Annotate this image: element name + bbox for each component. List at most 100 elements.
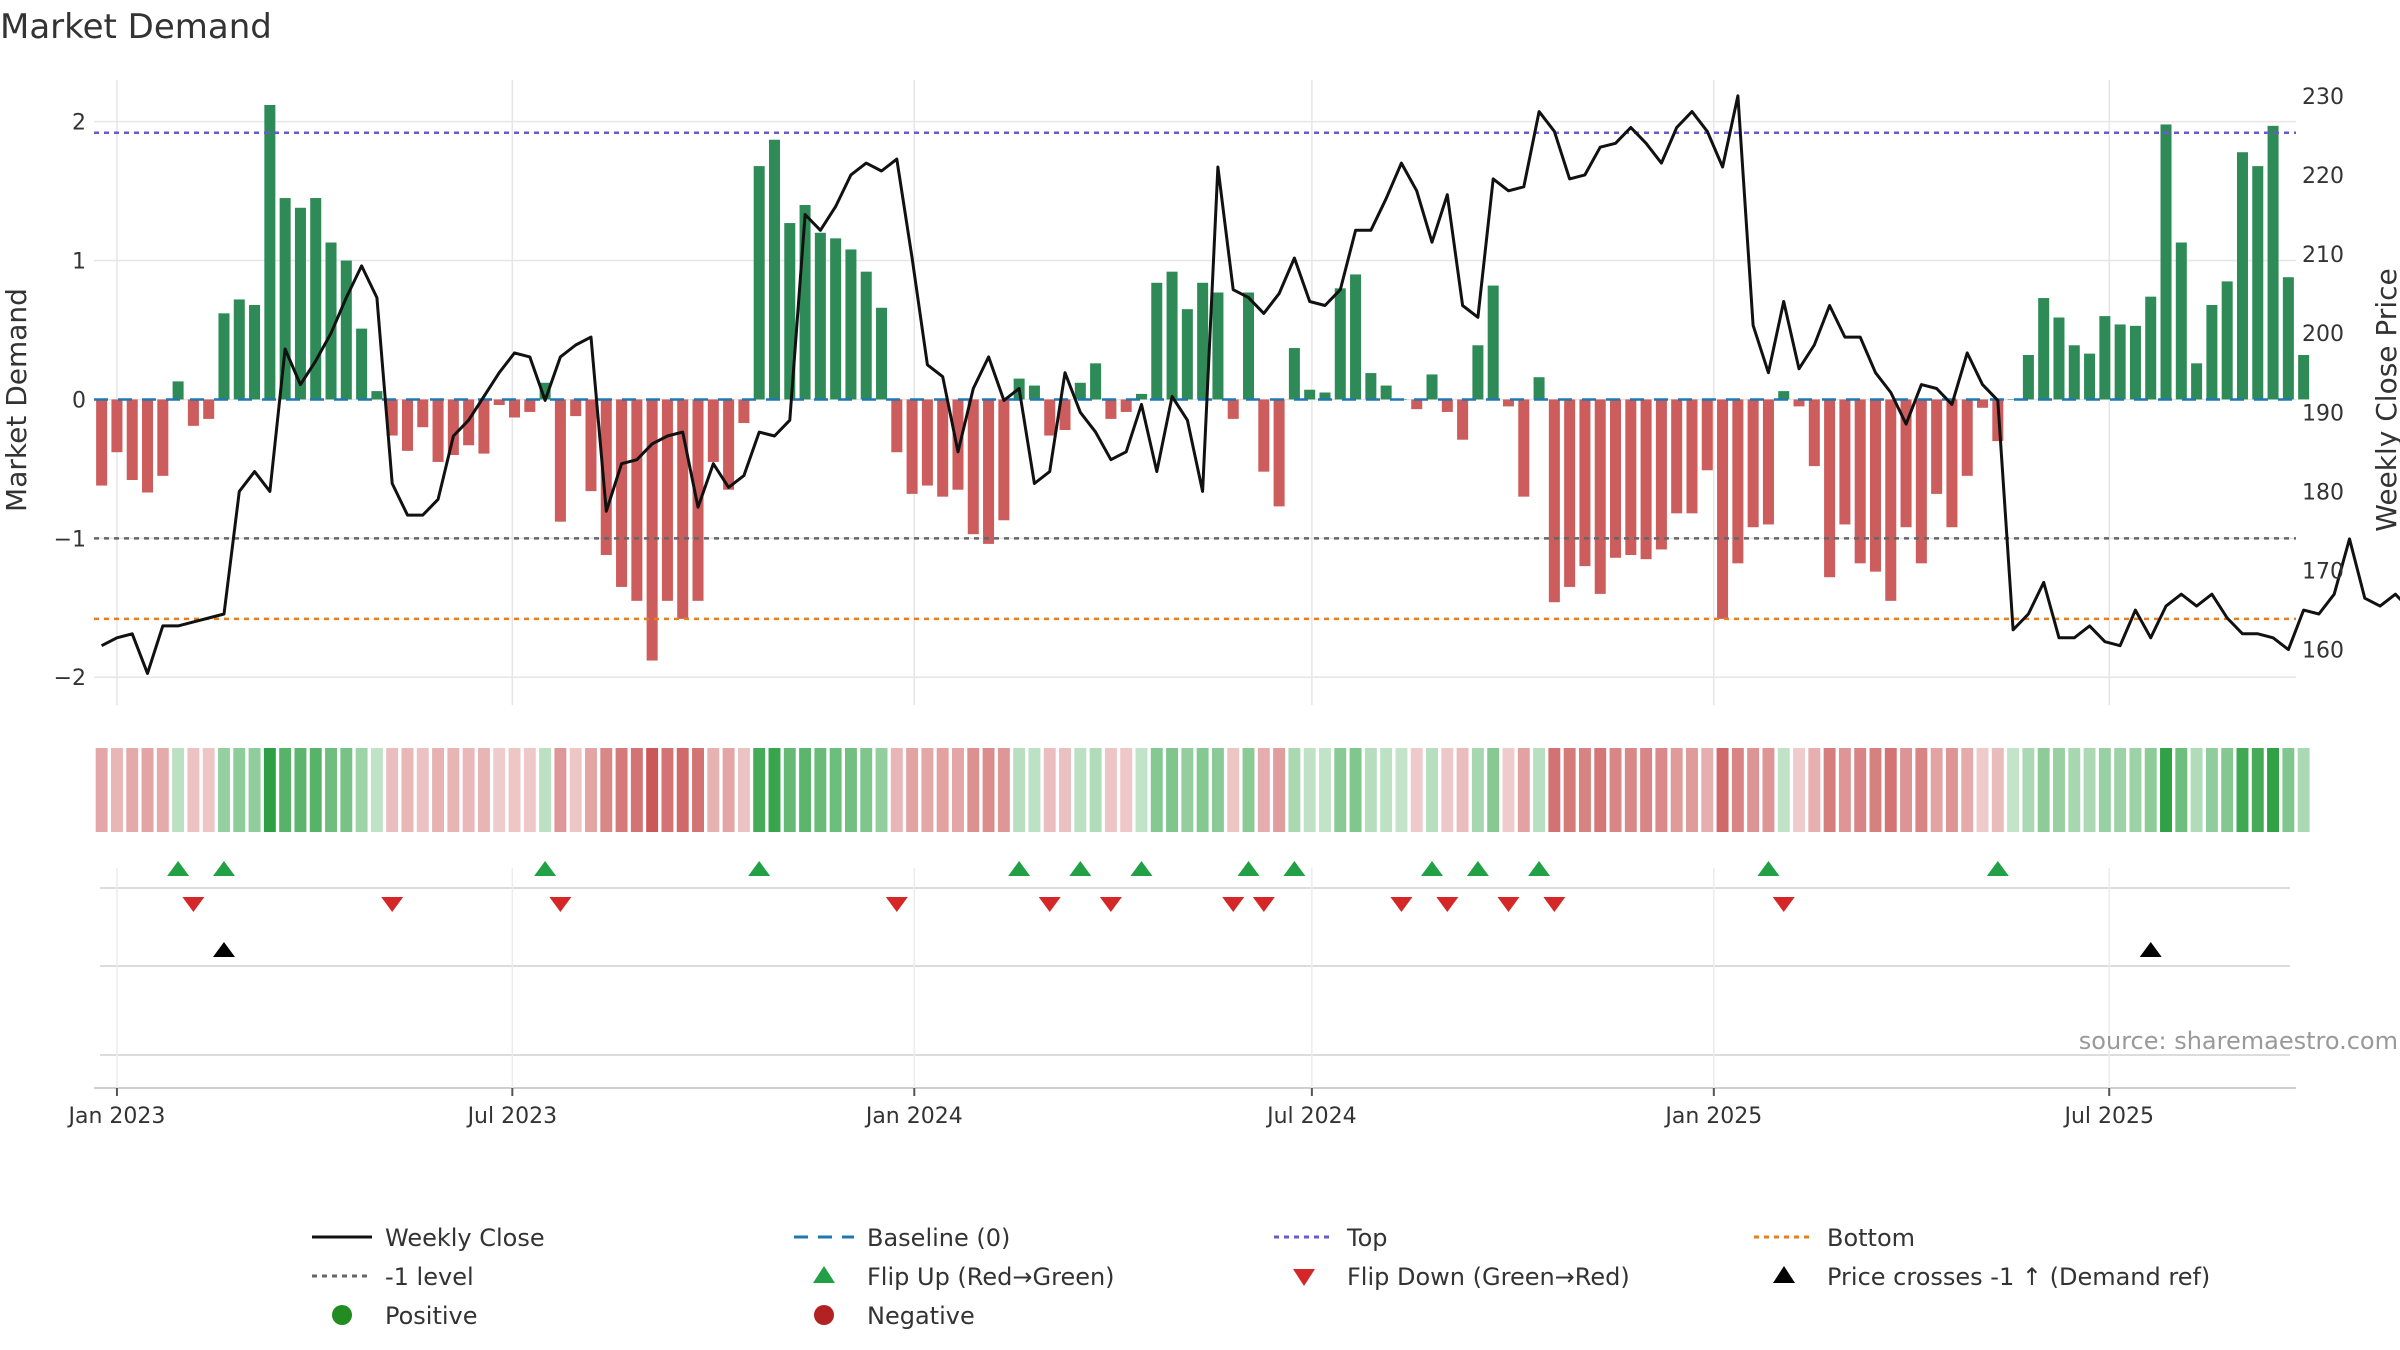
demand-bar	[845, 249, 857, 400]
demand-bar	[1243, 292, 1255, 400]
heat-cell	[386, 748, 399, 832]
demand-bar	[1090, 363, 1102, 400]
heat-cell	[1456, 748, 1469, 832]
demand-bar	[509, 399, 521, 418]
heat-cell	[952, 748, 964, 832]
demand-bar	[2175, 242, 2187, 400]
heat-cell	[1028, 748, 1041, 832]
demand-bar	[1120, 399, 1132, 412]
heat-cell	[799, 748, 812, 832]
demand-bar	[1074, 382, 1086, 400]
flip-down-marker	[1222, 897, 1245, 912]
heat-cell	[2007, 748, 2020, 832]
right-axis-label: Weekly Close Price	[2370, 268, 2400, 531]
demand-bar	[417, 399, 429, 428]
heat-cell	[661, 748, 674, 832]
demand-bar	[1059, 399, 1071, 430]
heat-cell	[218, 748, 230, 832]
cross-markers	[100, 942, 2290, 967]
right-tick-label: 160	[2302, 639, 2344, 664]
heat-cell	[722, 748, 735, 832]
heat-cell	[1731, 748, 1744, 832]
heat-cell	[921, 748, 934, 832]
heat-cell	[569, 748, 582, 832]
demand-bar	[1747, 399, 1759, 528]
demand-bar	[1564, 399, 1576, 587]
heat-cell	[233, 748, 246, 832]
heat-cell	[1640, 748, 1653, 832]
demand-bar	[233, 299, 245, 400]
demand-bar	[707, 399, 719, 462]
heat-cell	[1533, 748, 1546, 832]
demand-bar	[432, 399, 444, 462]
heat-cell	[248, 748, 261, 832]
flip-down-marker	[1390, 897, 1413, 912]
demand-bar	[371, 391, 383, 400]
demand-bar	[738, 399, 750, 424]
heat-cell	[1548, 748, 1561, 832]
heat-cell	[2282, 748, 2295, 832]
flip-down-marker	[381, 897, 404, 912]
heat-cell	[1319, 748, 1331, 832]
legend-label: -1 level	[385, 1263, 474, 1291]
demand-bar	[1808, 399, 1820, 467]
flip-down-marker	[885, 897, 908, 912]
heat-cell	[1257, 748, 1270, 832]
legend-label: Top	[1346, 1224, 1388, 1252]
heat-cell	[1120, 748, 1133, 832]
demand-bar	[1518, 399, 1530, 497]
demand-bar	[1212, 292, 1224, 400]
flip-down-marker	[1543, 897, 1566, 912]
heat-cell	[1104, 748, 1117, 832]
heat-cell	[1624, 748, 1637, 832]
heat-cell	[401, 748, 414, 832]
heat-cell	[539, 748, 552, 832]
demand-bar	[1411, 399, 1423, 410]
heat-cell	[1945, 748, 1958, 832]
demand-bar	[1900, 399, 1912, 528]
heat-cell	[860, 748, 873, 832]
heat-cell	[294, 748, 307, 832]
right-tick-label: 180	[2302, 480, 2344, 505]
demand-bar	[799, 205, 811, 400]
right-tick-label: 230	[2302, 85, 2344, 110]
demand-bar	[1625, 399, 1637, 555]
demand-bar	[203, 399, 215, 419]
left-tick-label: 1	[72, 250, 86, 275]
heat-cell	[2190, 748, 2203, 832]
demand-bar	[2084, 353, 2096, 400]
heat-cell	[768, 748, 781, 832]
demand-bar	[677, 399, 689, 619]
left-tick-label: −2	[54, 666, 86, 691]
demand-bar	[1426, 374, 1438, 400]
heat-cell	[1594, 748, 1607, 832]
heat-cell	[676, 748, 689, 832]
heat-cell	[1227, 748, 1240, 832]
demand-heat-strip	[95, 748, 2310, 832]
heat-cell	[646, 748, 659, 832]
heat-cell	[508, 748, 521, 832]
heat-cell	[477, 748, 490, 832]
demand-bar	[1304, 389, 1316, 400]
heat-cell	[1655, 748, 1668, 832]
demand-bar	[1915, 399, 1927, 564]
heat-cell	[1502, 748, 1515, 832]
demand-bar	[325, 242, 337, 400]
heat-cell	[1471, 748, 1484, 832]
heat-cell	[600, 748, 613, 832]
flip-down-marker	[549, 897, 572, 912]
heat-cell	[1441, 748, 1454, 832]
demand-bar	[2267, 125, 2279, 400]
demand-bar	[768, 139, 780, 400]
heat-cell	[2083, 748, 2096, 832]
legend-swatch-negative	[814, 1305, 834, 1325]
demand-bar	[1151, 282, 1163, 400]
demand-bar	[2191, 363, 2203, 400]
heat-cell	[1961, 748, 1974, 832]
heat-cell	[202, 748, 215, 832]
heat-cell	[2175, 748, 2188, 832]
heat-cell	[997, 748, 1010, 832]
heat-cell	[1900, 748, 1913, 832]
demand-bar	[1839, 399, 1851, 525]
legend-label: Price crosses -1 ↑ (Demand ref)	[1827, 1263, 2210, 1291]
